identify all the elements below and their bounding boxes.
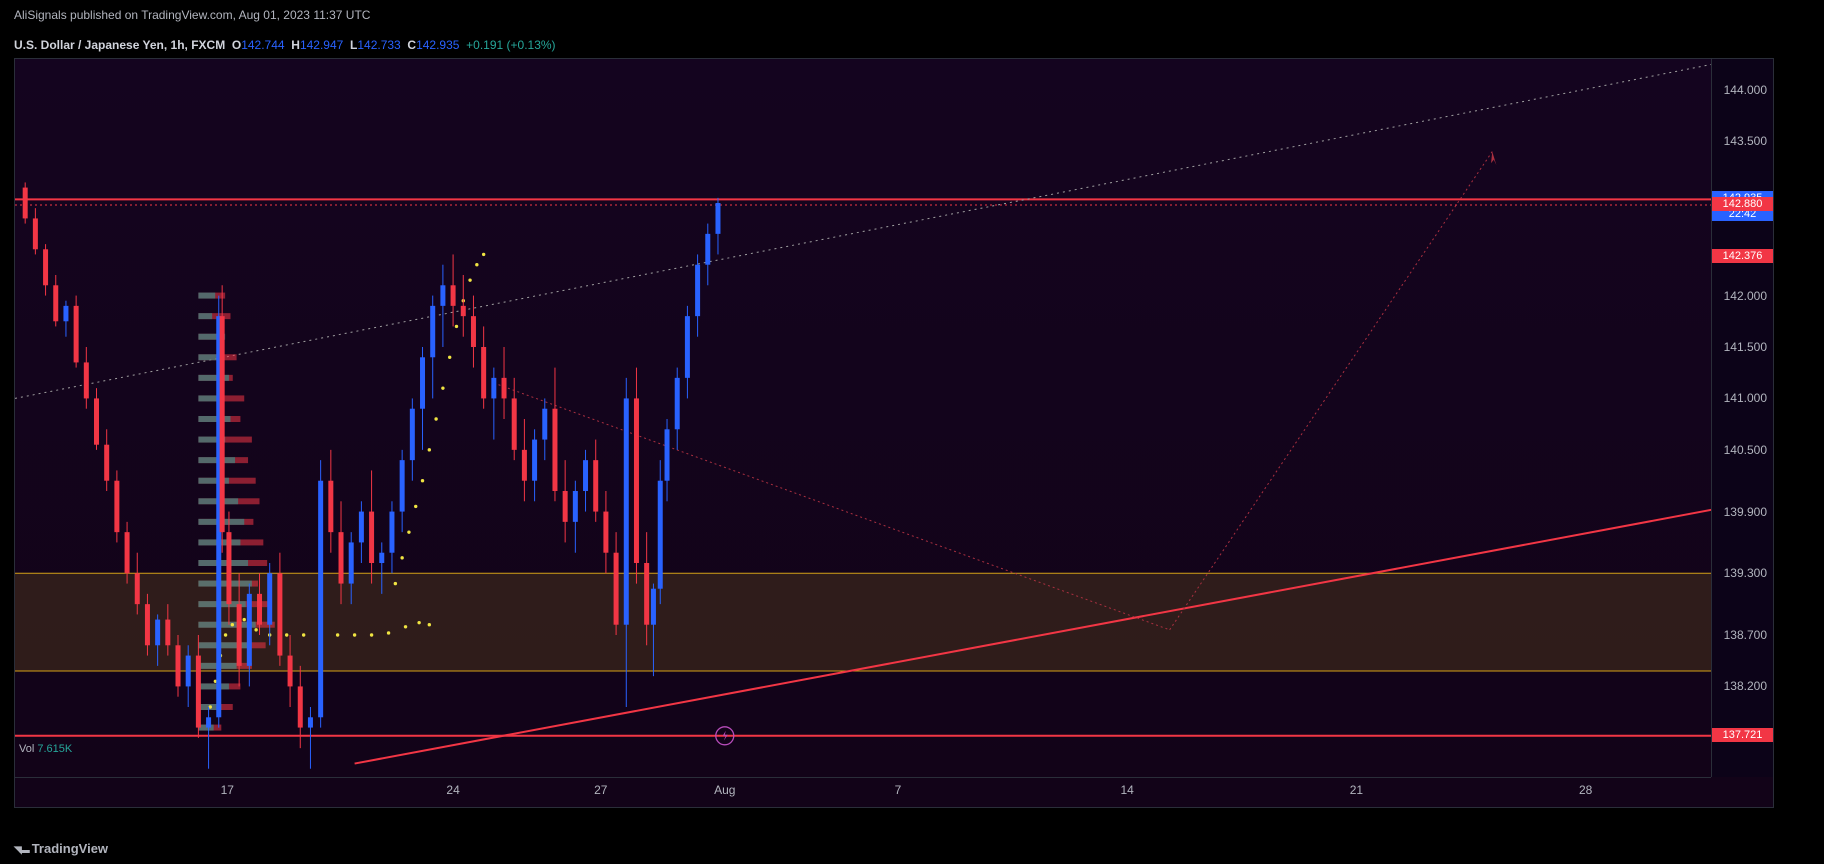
xtick: 14 — [1121, 783, 1134, 797]
change-value: +0.191 — [466, 38, 503, 52]
low-value: 142.733 — [357, 38, 400, 52]
tradingview-logo: ◥▬TradingView — [14, 841, 108, 856]
ytick: 141.500 — [1724, 340, 1767, 354]
change-pct: (+0.13%) — [507, 38, 556, 52]
ytick: 139.300 — [1724, 566, 1767, 580]
symbol-info: U.S. Dollar / Japanese Yen, 1h, FXCM O14… — [14, 38, 556, 52]
close-value: 142.935 — [416, 38, 459, 52]
price-label: 142.880 — [1712, 197, 1773, 211]
price-label: 142.376 — [1712, 249, 1773, 263]
price-axis[interactable]: 144.000 143.500 142.000 141.500 141.000 140.5… — [1711, 59, 1773, 777]
volume-label: Vol 7.615K — [19, 743, 72, 755]
tv-icon: ◥▬ — [14, 845, 28, 856]
high-value: 142.947 — [300, 38, 343, 52]
open-value: 142.744 — [241, 38, 284, 52]
xtick: Aug — [714, 783, 735, 797]
ytick: 140.500 — [1724, 443, 1767, 457]
ytick: 141.000 — [1724, 391, 1767, 405]
xtick: 7 — [895, 783, 902, 797]
publish-header: AliSignals published on TradingView.com,… — [14, 8, 370, 22]
ytick: 138.700 — [1724, 628, 1767, 642]
time-axis[interactable]: 17 24 27 Aug 7 14 21 28 — [15, 777, 1711, 807]
chart-main[interactable]: Vol 7.615K — [15, 59, 1711, 777]
xtick: 21 — [1350, 783, 1363, 797]
ytick: 142.000 — [1724, 289, 1767, 303]
ytick: 138.200 — [1724, 679, 1767, 693]
xtick: 28 — [1579, 783, 1592, 797]
xtick: 24 — [446, 783, 459, 797]
xtick: 27 — [594, 783, 607, 797]
chart-container[interactable]: JPY Vol 7.615K 144.000143.500142.000141.… — [14, 58, 1774, 808]
price-label: 137.721 — [1712, 728, 1773, 742]
chart-svg — [15, 59, 1711, 777]
ytick: 139.900 — [1724, 505, 1767, 519]
symbol-name: U.S. Dollar / Japanese Yen, 1h, FXCM — [14, 38, 225, 52]
ytick: 144.000 — [1724, 83, 1767, 97]
ytick: 143.500 — [1724, 134, 1767, 148]
xtick: 17 — [221, 783, 234, 797]
